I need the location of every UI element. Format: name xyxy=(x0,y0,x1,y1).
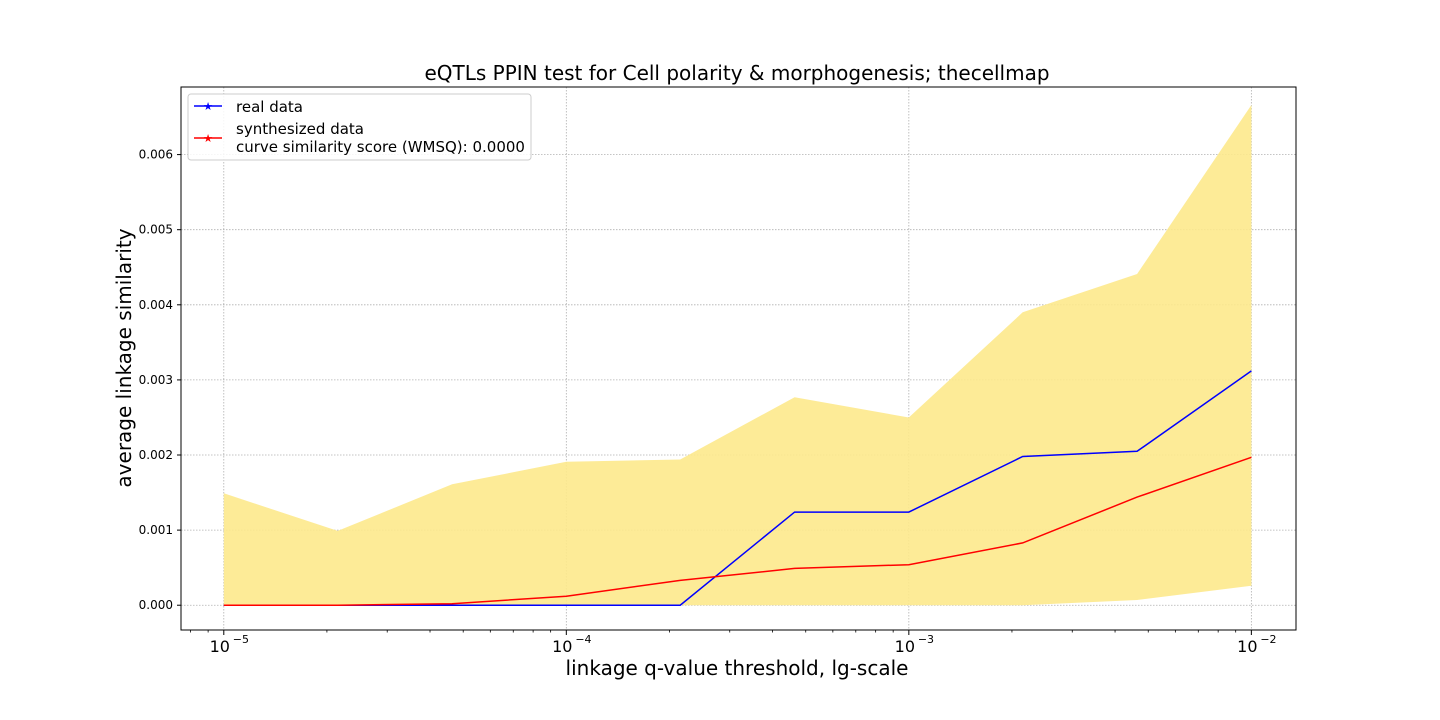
series-line-synthesized-data xyxy=(223,456,1252,606)
x-tick-label-exponent: −2 xyxy=(1260,633,1276,646)
x-tick-label: 10 xyxy=(895,637,915,656)
legend-note-score: curve similarity score (WMSQ): 0.0000 xyxy=(236,138,525,156)
y-tick-label: 0.005 xyxy=(139,223,173,237)
x-tick-label: 10 xyxy=(210,637,230,656)
plot-frame xyxy=(180,86,1297,631)
y-axis-ticks: 0.000 0.001 0.002 0.003 0.004 0.005 0.006 xyxy=(139,148,181,612)
legend-box xyxy=(187,93,532,161)
x-tick-label: 10 xyxy=(1237,637,1257,656)
x-tick-label-exponent: −5 xyxy=(233,633,249,646)
x-tick-label-exponent: −4 xyxy=(575,633,591,646)
legend-marker-synthesized-data: ★ xyxy=(203,132,213,145)
y-axis-label: average linkage similarity xyxy=(112,228,136,487)
legend: ★ real data ★ synthesized data curve sim… xyxy=(187,93,532,161)
chart-title: eQTLs PPIN test for Cell polarity & morp… xyxy=(424,61,1049,85)
x-tick-label-exponent: −3 xyxy=(918,633,934,646)
confidence-band xyxy=(223,105,1252,606)
x-axis-label: linkage q-value threshold, lg-scale xyxy=(566,656,909,680)
y-tick-label: 0.002 xyxy=(139,448,173,462)
legend-label-synthesized-data: synthesized data xyxy=(236,120,364,138)
series-lines xyxy=(223,370,1252,606)
y-tick-label: 0.006 xyxy=(139,148,173,162)
y-tick-label: 0.001 xyxy=(139,523,173,537)
x-axis-ticks: 10 −5 10 −4 10 −3 10 −2 xyxy=(190,630,1277,656)
plot-area: 10 −5 10 −4 10 −3 10 −2 0.0000.0010.0020.0030.0… xyxy=(139,86,1297,656)
y-tick-label: 0.004 xyxy=(139,298,173,312)
y-tick-label: 0.003 xyxy=(139,373,173,387)
x-tick-label: 10 xyxy=(552,637,572,656)
legend-marker-real-data: ★ xyxy=(203,100,213,113)
legend-label-real-data: real data xyxy=(236,98,303,116)
y-tick-label: 0.000 xyxy=(139,598,173,612)
